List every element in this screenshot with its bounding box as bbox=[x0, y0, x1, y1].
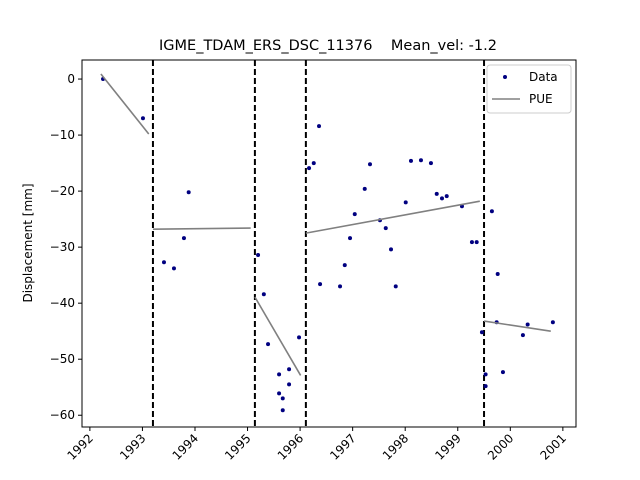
data-point bbox=[520, 333, 525, 338]
x-tick-label: 2000 bbox=[485, 431, 516, 462]
y-tick-label: −20 bbox=[50, 184, 75, 198]
data-point bbox=[428, 161, 433, 166]
data-point bbox=[393, 284, 398, 289]
x-tick-label: 1999 bbox=[432, 431, 463, 462]
pue-line bbox=[483, 320, 551, 332]
data-point bbox=[297, 335, 302, 340]
legend-marker bbox=[503, 75, 507, 79]
data-point bbox=[367, 162, 372, 167]
data-point bbox=[186, 190, 191, 195]
data-point bbox=[444, 194, 449, 199]
data-point bbox=[266, 342, 271, 347]
data-point bbox=[171, 266, 176, 271]
data-point bbox=[140, 116, 145, 121]
data-point bbox=[483, 372, 488, 377]
y-axis-label: Displacement [mm] bbox=[21, 183, 35, 302]
chart-title: IGME_TDAM_ERS_DSC_11376 Mean_vel: -1.2 bbox=[159, 38, 497, 54]
data-point bbox=[348, 236, 353, 241]
data-point bbox=[352, 212, 357, 217]
data-point bbox=[474, 240, 479, 245]
x-tick-label: 1996 bbox=[275, 431, 306, 462]
data-point bbox=[479, 330, 484, 335]
data-point bbox=[317, 124, 322, 129]
x-tick-label: 1997 bbox=[327, 431, 358, 462]
data-point bbox=[161, 260, 166, 265]
data-point bbox=[181, 236, 186, 241]
x-tick-label: 1993 bbox=[117, 431, 148, 462]
data-point bbox=[439, 196, 444, 201]
data-point bbox=[383, 226, 388, 231]
plot-area bbox=[100, 60, 555, 427]
data-point bbox=[550, 320, 555, 325]
data-point bbox=[408, 158, 413, 163]
data-point bbox=[403, 200, 408, 205]
pue-line bbox=[305, 200, 480, 234]
data-point bbox=[277, 372, 282, 377]
data-point bbox=[434, 191, 439, 196]
y-tick-label: −60 bbox=[50, 408, 75, 422]
data-point bbox=[287, 382, 292, 387]
legend-label: Data bbox=[529, 70, 558, 84]
plot-frame bbox=[81, 59, 577, 428]
data-point bbox=[280, 408, 285, 413]
data-point bbox=[307, 166, 312, 171]
data-point bbox=[483, 384, 488, 389]
legend-box bbox=[486, 64, 572, 114]
data-point bbox=[389, 247, 394, 252]
data-point bbox=[500, 370, 505, 375]
data-point bbox=[469, 240, 474, 245]
data-point bbox=[287, 367, 292, 372]
pue-line bbox=[254, 296, 302, 376]
x-tick-label: 2001 bbox=[537, 431, 568, 462]
data-point bbox=[256, 252, 261, 257]
x-tick-label: 1994 bbox=[170, 431, 201, 462]
x-tick-label: 1998 bbox=[380, 431, 411, 462]
pue-line bbox=[100, 73, 150, 135]
y-tick-label: −40 bbox=[50, 296, 75, 310]
data-point bbox=[418, 158, 423, 163]
x-tick-label: 1995 bbox=[222, 431, 253, 462]
legend-label: PUE bbox=[529, 92, 553, 106]
pue-line bbox=[152, 227, 251, 231]
data-point bbox=[489, 209, 494, 214]
data-point bbox=[338, 284, 343, 289]
data-point bbox=[311, 161, 316, 166]
x-tick-label: 1992 bbox=[65, 431, 96, 462]
y-tick-label: 0 bbox=[67, 72, 75, 86]
data-point bbox=[362, 186, 367, 191]
data-point bbox=[342, 263, 347, 268]
data-point bbox=[495, 272, 500, 277]
data-point bbox=[261, 292, 266, 297]
data-point bbox=[318, 282, 323, 287]
data-point bbox=[277, 391, 282, 396]
y-tick-label: −30 bbox=[50, 240, 75, 254]
y-tick-label: −50 bbox=[50, 352, 75, 366]
data-point bbox=[525, 322, 530, 327]
data-point bbox=[280, 396, 285, 401]
y-tick-label: −10 bbox=[50, 128, 75, 142]
